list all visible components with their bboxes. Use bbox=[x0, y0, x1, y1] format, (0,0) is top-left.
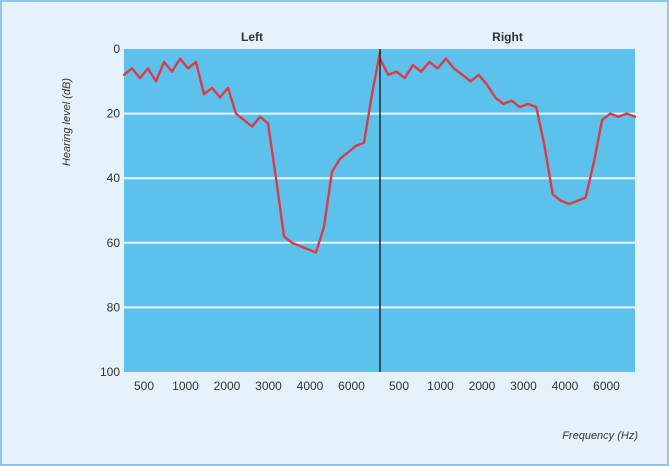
y-tick-0: 0 bbox=[113, 42, 120, 56]
x-tick-left-4000: 4000 bbox=[297, 379, 324, 393]
series-lines bbox=[122, 51, 637, 254]
y-axis-label: Hearing level (dB) bbox=[61, 78, 73, 166]
x-tick-left-3000: 3000 bbox=[255, 379, 282, 393]
y-tick-100: 100 bbox=[100, 365, 120, 379]
y-tick-60: 60 bbox=[107, 236, 121, 250]
y-tick-80: 80 bbox=[107, 300, 121, 314]
x-tick-labels: 500 1000 2000 3000 4000 6000 500 1000 2000 3000 40… bbox=[134, 379, 620, 393]
x-tick-left-2000: 2000 bbox=[214, 379, 241, 393]
x-tick-left-500: 500 bbox=[134, 379, 154, 393]
y-tick-labels: 0 20 40 60 80 100 bbox=[100, 42, 120, 379]
y-tick-40: 40 bbox=[107, 171, 121, 185]
panel-title-right: Right bbox=[492, 30, 523, 44]
x-axis-label: Frequency (Hz) bbox=[562, 430, 638, 442]
x-tick-right-500: 500 bbox=[389, 379, 409, 393]
x-tick-left-1000: 1000 bbox=[172, 379, 199, 393]
x-tick-right-2000: 2000 bbox=[469, 379, 496, 393]
x-tick-right-4000: 4000 bbox=[552, 379, 579, 393]
x-tick-right-1000: 1000 bbox=[427, 379, 454, 393]
series-line-right bbox=[378, 57, 637, 206]
panel-title-left: Left bbox=[241, 30, 263, 44]
x-tick-right-3000: 3000 bbox=[510, 379, 537, 393]
series-line-left bbox=[122, 51, 382, 254]
x-tick-right-6000: 6000 bbox=[593, 379, 620, 393]
y-tick-20: 20 bbox=[107, 107, 121, 121]
x-tick-left-6000: 6000 bbox=[338, 379, 365, 393]
